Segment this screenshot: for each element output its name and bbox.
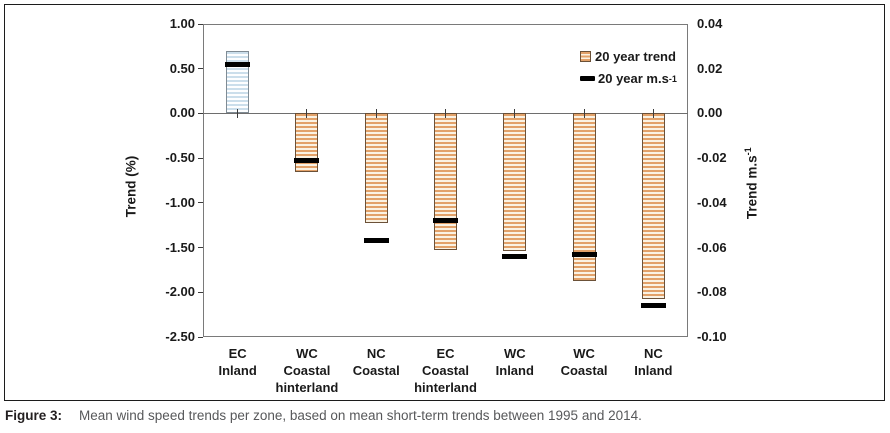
- ms-dash-marker: [433, 218, 458, 224]
- legend-label-ms-sup: -1: [668, 73, 677, 84]
- x-axis-category-line: NC: [366, 346, 386, 361]
- dash-swatch-icon: [580, 76, 595, 81]
- x-axis-category-label: WC Inland: [469, 345, 561, 379]
- x-axis-category-label: NC Coastal: [330, 345, 422, 379]
- x-axis-category-label: EC Coastal hinterland: [400, 345, 492, 396]
- category-tick-mark: [237, 108, 239, 118]
- left-axis-tick-mark: [198, 112, 203, 114]
- x-axis-category-label: WC Coastal: [538, 345, 630, 379]
- ms-dash-marker: [571, 251, 597, 257]
- x-axis-category-line: Inland: [495, 363, 534, 378]
- hatched-bar-swatch-icon: [580, 51, 591, 62]
- category-tick-mark: [375, 108, 377, 118]
- trend-bar: [641, 113, 665, 300]
- left-axis-tick-label: -1.00: [165, 194, 195, 210]
- right-axis-tick-label: -0.08: [697, 284, 727, 300]
- x-axis-category-line: WC: [296, 346, 318, 361]
- left-axis-tick-label: -0.50: [165, 150, 195, 166]
- legend-item-ms: 20 year m.s -1: [580, 71, 677, 86]
- x-axis-category-line: Coastal: [560, 363, 608, 378]
- ms-dash-marker: [294, 157, 320, 163]
- right-axis-tick-label: -0.02: [697, 150, 727, 166]
- right-axis-tick-label: -0.04: [697, 194, 727, 210]
- x-axis-category-line: WC: [573, 346, 595, 361]
- left-axis-tick-mark: [198, 291, 203, 293]
- figure-caption: Figure 3: Mean wind speed trends per zone…: [5, 408, 885, 423]
- trend-bar: [434, 113, 457, 251]
- left-axis-tick-label: -1.50: [165, 239, 195, 255]
- x-axis-category-line: Coastal: [422, 363, 469, 378]
- right-axis-tick-label: 0.04: [697, 16, 723, 31]
- trend-bar: [295, 113, 319, 173]
- x-axis-category-label: EC Inland: [192, 345, 284, 379]
- right-axis-tick-label: 0.00: [697, 105, 723, 121]
- chart-frame: Trend (%) Trend m.s-1 20 year trend 20 y…: [4, 4, 885, 401]
- ms-dash-marker: [502, 254, 528, 259]
- ms-dash-marker: [640, 303, 666, 309]
- category-tick-mark: [652, 108, 654, 118]
- right-axis-tick-label: 0.02: [697, 60, 723, 76]
- category-tick-mark: [583, 108, 585, 118]
- x-axis-category-line: Coastal: [352, 363, 400, 378]
- x-axis-category-line: Inland: [218, 363, 257, 378]
- left-axis-tick-mark: [198, 336, 203, 338]
- figure-caption-text: Mean wind speed trends per zone, based o…: [79, 408, 642, 423]
- trend-bar: [364, 113, 388, 223]
- x-axis-category-label: WC Coastal hinterland: [261, 345, 353, 396]
- x-axis-category-label: NC Inland: [607, 345, 699, 379]
- legend-item-trend: 20 year trend: [580, 49, 677, 64]
- left-axis-tick-label: -2.00: [165, 284, 195, 300]
- figure-caption-label: Figure 3:: [5, 408, 63, 423]
- left-axis-tick-mark: [198, 202, 203, 204]
- legend-label-ms: 20 year m.s: [598, 71, 669, 86]
- left-axis-tick-label: 1.00: [169, 16, 195, 31]
- x-axis-category-line: EC: [228, 346, 247, 361]
- left-axis-tick-label: -2.50: [165, 329, 195, 344]
- right-axis-title: Trend m.s-1: [743, 131, 760, 235]
- trend-bar: [503, 113, 527, 252]
- category-tick-mark: [306, 108, 308, 118]
- right-axis-tick-label: -0.06: [697, 239, 727, 255]
- x-axis-category-line: EC: [436, 346, 455, 361]
- left-axis-tick-label: 0.00: [169, 105, 195, 121]
- ms-dash-marker: [363, 238, 389, 244]
- x-axis-category-line: Inland: [634, 363, 673, 378]
- left-axis-tick-mark: [198, 157, 203, 159]
- legend-label-trend: 20 year trend: [595, 49, 676, 64]
- x-axis-category-line: NC: [643, 346, 663, 361]
- ms-dash-marker: [225, 61, 251, 67]
- right-axis-tick-label: -0.10: [697, 329, 727, 344]
- trend-bar: [226, 50, 250, 114]
- left-axis-tick-mark: [198, 247, 203, 249]
- left-axis-tick-mark: [198, 68, 203, 70]
- left-axis-tick-mark: [198, 23, 203, 25]
- legend: 20 year trend 20 year m.s -1: [580, 49, 677, 86]
- category-tick-mark: [514, 108, 516, 118]
- category-tick-mark: [445, 108, 446, 118]
- left-axis-tick-label: 0.50: [169, 60, 195, 76]
- x-axis-category-line: Coastal: [283, 363, 331, 378]
- x-axis-category-line: hinterland: [275, 380, 339, 395]
- x-axis-category-line: WC: [503, 346, 526, 361]
- x-axis-category-line: hinterland: [414, 380, 477, 395]
